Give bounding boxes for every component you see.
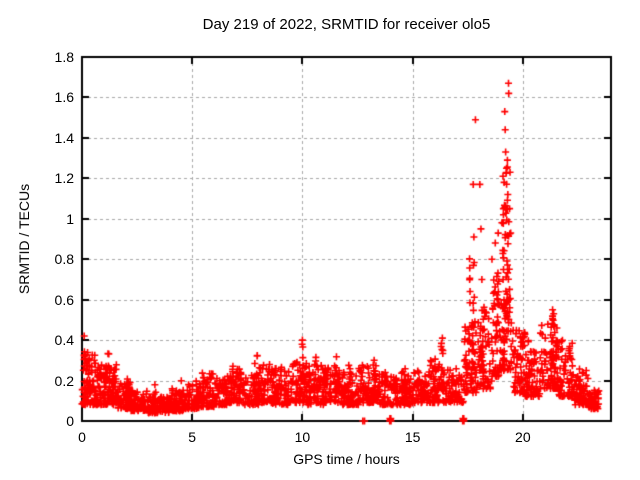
x-tick-label: 10 (294, 429, 311, 445)
y-tick-label: 0.8 (54, 251, 74, 268)
x-tick-label: 0 (78, 429, 86, 445)
y-tick-label: 1.6 (54, 89, 74, 106)
y-tick-label: 0.6 (54, 291, 74, 308)
y-axis-label: SRMTID / TECUs (16, 183, 32, 295)
x-tick-label: 5 (188, 429, 197, 445)
x-axis-label: GPS time / hours (293, 451, 400, 467)
x-tick-label: 15 (404, 429, 421, 445)
y-tick-label: 0.2 (54, 372, 74, 389)
chart-title: Day 219 of 2022, SRMTID for receiver olo… (202, 16, 491, 33)
y-tick-label: 0.4 (54, 332, 74, 349)
y-tick-label: 1.4 (54, 129, 74, 146)
y-tick-label: 0 (66, 413, 74, 429)
y-tick-label: 1.2 (54, 170, 74, 187)
x-tick-label: 20 (515, 429, 531, 445)
y-tick-label: 1 (66, 210, 74, 227)
y-tick-label: 1.8 (54, 49, 74, 65)
